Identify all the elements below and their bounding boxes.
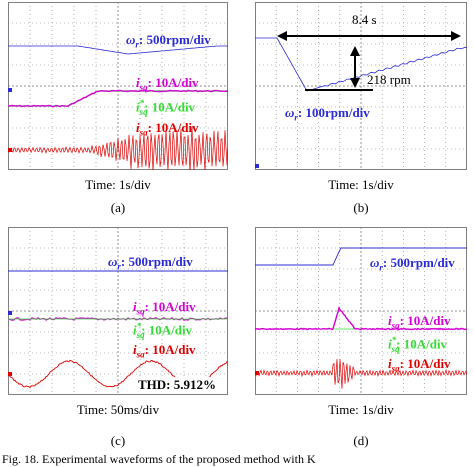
speed-trace [255, 247, 467, 266]
label-isq-ref-a: isq*: 10A/div [136, 98, 196, 117]
scope-screen-a [8, 2, 228, 170]
speed-trace [255, 37, 467, 92]
channel-marker [8, 88, 12, 92]
panel-d: ωr: 500rpm/div isq: 10A/div isq*: 10A/di… [255, 227, 474, 448]
speed-trace [8, 45, 228, 55]
time-label-b: Time: 1s/div [328, 177, 394, 192]
scope-screen-d [255, 227, 467, 395]
channel-marker [255, 164, 259, 168]
label-isq-ref-c: isq*: 10A/div [133, 321, 193, 340]
sub-label-c: (c) [110, 433, 126, 448]
label-speed-d: ωr: 500rpm/div [370, 255, 455, 273]
annotation-rpm-b: 218 rpm [367, 72, 411, 87]
isq-trace [255, 306, 467, 331]
channel-marker [8, 148, 12, 152]
time-label-d: Time: 1s/div [328, 402, 394, 417]
label-isq-d: isq: 10A/div [388, 313, 451, 331]
isq-trace [8, 89, 228, 108]
label-isa-c: isa: 10A/div [133, 342, 196, 360]
sub-label-d: (d) [353, 433, 369, 448]
sub-label-a: (a) [110, 200, 126, 215]
arrowhead-left [277, 31, 287, 41]
scope-screen-b [255, 2, 467, 170]
label-isq-ref-d: isq*: 10A/div [388, 335, 448, 354]
label-isa-a: isa: 10A/div [136, 120, 199, 138]
panel-c: ωr: 500rpm/div isq: 10A/div isq*: 10A/di… [8, 227, 230, 448]
time-label-c: Time: 50ms/div [76, 402, 160, 417]
scope-screen-c [8, 227, 228, 395]
label-isq-a: isq: 10A/div [136, 75, 199, 93]
arrowhead-down [350, 78, 360, 88]
isa-trace [8, 127, 228, 170]
arrowhead-right [451, 31, 461, 41]
channel-marker [255, 371, 259, 375]
time-label-a: Time: 1s/div [85, 177, 151, 192]
channel-marker [8, 311, 12, 315]
label-speed-a: ωr: 500rpm/div [126, 32, 211, 50]
label-speed-c: ωr: 500rpm/div [108, 254, 193, 272]
label-isq-c: isq: 10A/div [133, 299, 196, 317]
channel-marker [8, 372, 12, 376]
annotation-time-b: 8.4 s [352, 12, 377, 27]
thd-readout: THD: 5.912% [136, 377, 218, 393]
panel-a: ωr: 500rpm/div isq: 10A/div isq*: 10A/di… [8, 2, 230, 218]
sub-label-b: (b) [353, 200, 369, 215]
arrowhead-up [350, 46, 360, 56]
label-isa-d: isa: 10A/div [388, 356, 451, 374]
label-speed-b: ωr: 100rpm/div [285, 105, 370, 123]
panel-b: 8.4 s 218 rpm ωr: 100rpm/div Time: 1s/di… [255, 2, 474, 218]
isa-trace [255, 358, 467, 389]
figure-caption: Fig. 18. Experimental waveforms of the p… [2, 452, 316, 466]
